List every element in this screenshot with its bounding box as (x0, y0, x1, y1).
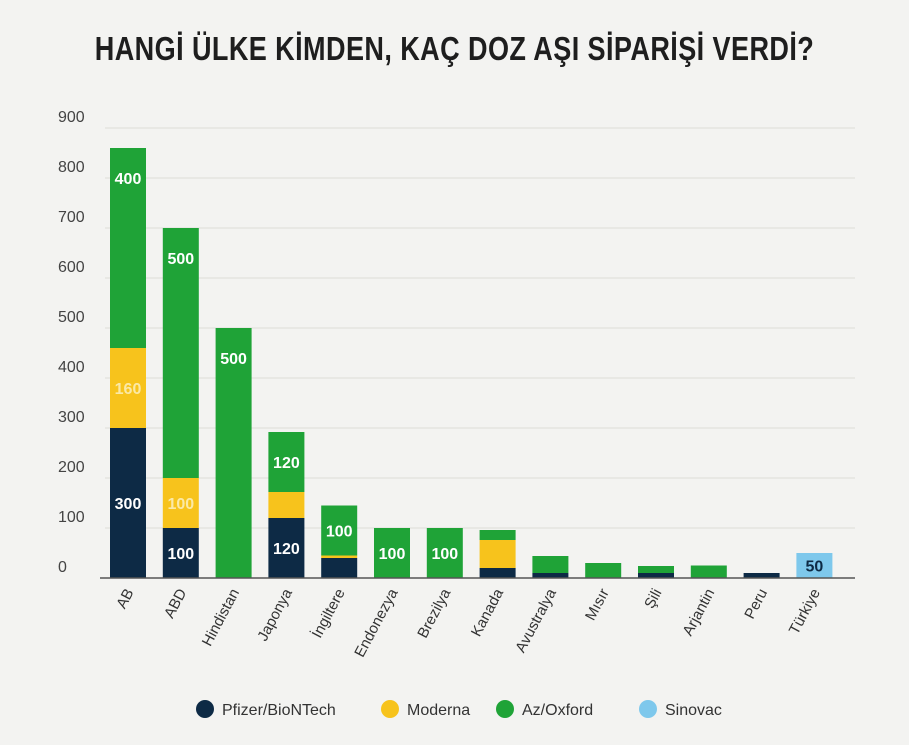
bar-segment (532, 573, 569, 578)
chart-title: HANGİ ÜLKE KİMDEN, KAÇ DOZ AŞI SİPARİŞİ … (94, 30, 815, 67)
legend-marker (496, 700, 514, 718)
y-tick-label: 100 (58, 509, 85, 526)
data-label: 100 (431, 546, 458, 563)
bar-segment (110, 348, 146, 428)
y-tick-label: 0 (58, 559, 67, 576)
bar-segment (743, 573, 780, 578)
y-tick-label: 700 (58, 209, 85, 226)
x-tick-label: Hindistan (199, 586, 243, 649)
bar-segment (479, 540, 516, 568)
bar-segment (374, 528, 410, 578)
bar-segment (479, 530, 516, 540)
data-label: 400 (115, 171, 142, 188)
data-label: 160 (115, 381, 142, 398)
x-tick-label: Peru (741, 586, 771, 622)
data-label: 120 (273, 455, 300, 472)
data-label: 500 (167, 251, 194, 268)
data-label: 120 (273, 541, 300, 558)
bar-segment (268, 492, 305, 518)
bar-segment (532, 556, 569, 573)
bar-segment (796, 553, 833, 578)
y-tick-label: 500 (58, 309, 85, 326)
bar-segment (638, 573, 674, 578)
bar-segment (426, 528, 463, 578)
x-tick-label: Endonezya (351, 585, 402, 660)
data-label: 500 (220, 351, 247, 368)
x-tick-label: AB (113, 586, 137, 612)
x-tick-label: Brezilya (414, 585, 454, 641)
bar-segment (268, 518, 305, 578)
legend-label: Sinovac (665, 702, 722, 719)
x-tick-label: Arjantin (679, 586, 718, 639)
bar-segment (638, 566, 674, 573)
legend-marker (196, 700, 214, 718)
legend-label: Moderna (407, 702, 470, 719)
x-tick-label: İngiltere (308, 585, 349, 641)
bar-segment (110, 148, 146, 348)
y-tick-label: 400 (58, 359, 85, 376)
data-label: 100 (326, 524, 353, 541)
bar-segment (321, 555, 358, 558)
x-tick-label: Avustralya (512, 585, 560, 655)
y-tick-label: 600 (58, 259, 85, 276)
data-label: 100 (379, 546, 406, 563)
x-tick-label: Mısır (582, 586, 613, 623)
bar-segment (162, 528, 199, 578)
bar-segment (585, 563, 622, 578)
x-tick-label: Japonya (254, 585, 296, 644)
bar-segment (321, 558, 358, 578)
y-tick-label: 900 (58, 109, 85, 126)
bar-segment (162, 478, 199, 528)
y-tick-label: 800 (58, 159, 85, 176)
data-label: 100 (167, 496, 194, 513)
data-label: 100 (167, 546, 194, 563)
bar-segment (321, 505, 358, 556)
bar-segment (479, 568, 516, 578)
y-tick-label: 200 (58, 459, 85, 476)
data-label: 300 (115, 496, 142, 513)
data-label: 50 (806, 559, 824, 576)
legend-marker (639, 700, 657, 718)
x-tick-label: Kanada (468, 585, 508, 639)
bar-segment (110, 428, 146, 578)
legend-label: Pfizer/BioNTech (222, 702, 336, 719)
x-tick-label: Şili (641, 586, 665, 612)
legend-label: Az/Oxford (522, 702, 593, 719)
bar-segment (162, 228, 199, 478)
legend-marker (381, 700, 399, 718)
x-tick-label: ABD (161, 586, 191, 621)
y-tick-label: 300 (58, 409, 85, 426)
bar-segment (268, 432, 305, 492)
x-tick-label: Türkiye (786, 586, 824, 637)
bar-segment (215, 328, 252, 578)
bar-segment (690, 565, 727, 578)
